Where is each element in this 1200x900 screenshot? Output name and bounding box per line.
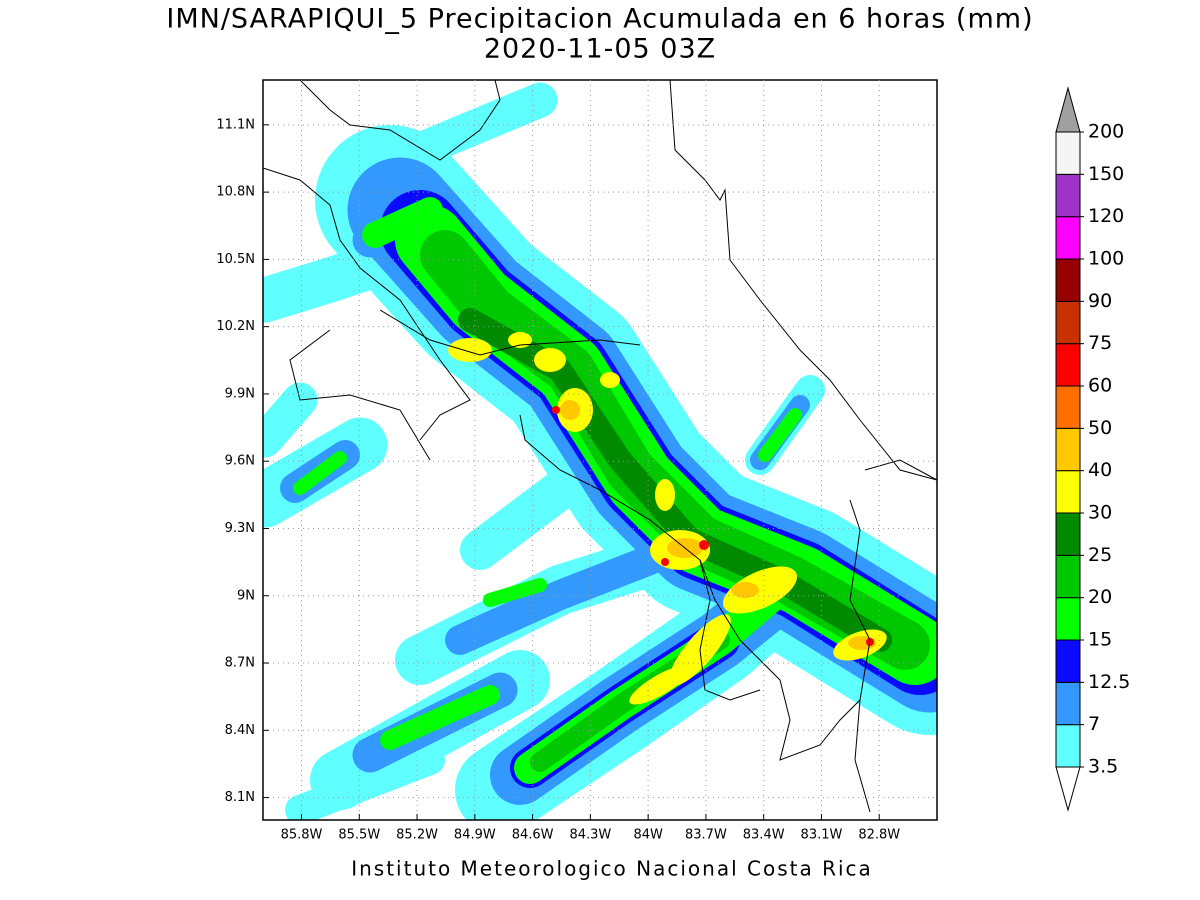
colorbar: 3.5 7 12.5 15 20 25 30 40 50 60 75 90 100 120 150 200 (1055, 86, 1130, 812)
precip-cell (534, 348, 566, 372)
colorbar-swatch (1055, 512, 1081, 556)
precip-band (380, 685, 500, 750)
colorbar-label: 15 (1088, 629, 1112, 651)
colorbar-label: 3.5 (1088, 756, 1118, 778)
colorbar-extension (1055, 766, 1081, 812)
precip-cell (731, 582, 759, 598)
x-tick-label: 83.4W (743, 828, 785, 843)
precip-band (483, 578, 547, 607)
x-tick-label: 83.7W (685, 828, 727, 843)
x-tick-label: 84W (633, 828, 663, 843)
colorbar-label: 20 (1088, 586, 1112, 608)
y-tick-label: 9N (237, 588, 255, 603)
precip-cell (661, 558, 669, 566)
colorbar-label: 150 (1088, 163, 1124, 185)
precip-cell (560, 400, 580, 420)
x-tick-label: 84.6W (512, 828, 554, 843)
y-tick-label: 10.2N (216, 319, 255, 334)
y-tick-label: 9.3N (225, 521, 255, 536)
colorbar-label: 12.5 (1088, 671, 1130, 693)
colorbar-swatch (1055, 470, 1081, 514)
precip-cell (600, 372, 620, 388)
precip-band (460, 470, 580, 570)
colorbar-swatch (1055, 597, 1081, 641)
colorbar-swatch (1055, 131, 1081, 175)
title: IMN/SARAPIQUI_5 Precipitacion Acumulada … (166, 4, 1033, 35)
colorbar-swatch (1055, 681, 1081, 726)
colorbar-label: 75 (1088, 332, 1112, 354)
colorbar-label: 7 (1088, 713, 1100, 735)
colorbar-swatch (1055, 300, 1081, 345)
x-tick-label: 84.9W (454, 828, 496, 843)
precip-band (293, 451, 347, 495)
precip-cell (448, 338, 492, 362)
map-frame (262, 79, 938, 821)
colorbar-label: 25 (1088, 544, 1112, 566)
y-tick-label: 11.1N (216, 117, 255, 132)
precip-cell (655, 479, 675, 511)
colorbar-swatch (1055, 173, 1081, 218)
colorbar-label: 30 (1088, 502, 1112, 524)
colorbar-swatch (1055, 385, 1081, 429)
colorbar-label: 40 (1088, 459, 1112, 481)
colorbar-label: 90 (1088, 290, 1112, 312)
precip-band (402, 82, 558, 168)
y-tick-label: 10.5N (216, 252, 255, 267)
y-tick-label: 8.4N (225, 723, 255, 738)
y-tick-label: 8.1N (225, 790, 255, 805)
colorbar-extension (1055, 86, 1081, 133)
subtitle: 2020-11-05 03Z (484, 34, 716, 65)
x-tick-label: 84.3W (569, 828, 611, 843)
colorbar-swatch (1055, 639, 1081, 683)
coastlines (263, 80, 937, 813)
y-tick-label: 10.8N (216, 185, 255, 200)
precip-band (285, 745, 445, 820)
precip-cell (722, 566, 798, 614)
x-tick-label: 83.1W (801, 828, 843, 843)
colorbar-swatch (1055, 554, 1081, 599)
precip-cell (552, 406, 560, 414)
colorbar-swatch (1055, 427, 1081, 472)
colorbar-label: 60 (1088, 375, 1112, 397)
x-tick-label: 82.8W (858, 828, 900, 843)
y-tick-label: 9.6N (225, 454, 255, 469)
precip-band (263, 382, 318, 458)
footer: Instituto Meteorologico Nacional Costa R… (351, 857, 873, 881)
colorbar-label: 100 (1088, 248, 1124, 270)
precip-band (362, 197, 443, 248)
colorbar-label: 200 (1088, 121, 1124, 143)
precip-cell (508, 332, 532, 348)
precip-field (263, 80, 937, 820)
y-tick-label: 8.7N (225, 656, 255, 671)
precip-cell (699, 540, 709, 550)
colorbar-swatch (1055, 216, 1081, 260)
colorbar-label: 50 (1088, 417, 1112, 439)
precip-cell (629, 665, 691, 705)
x-tick-label: 85.5W (338, 828, 380, 843)
colorbar-swatch (1055, 343, 1081, 387)
colorbar-swatch (1055, 258, 1081, 302)
axes: 85.8W 85.5W 85.2W 84.9W 84.6W 84.3W 84W 83.7W 83… (216, 80, 937, 843)
x-tick-label: 85.8W (281, 828, 323, 843)
colorbar-swatch (1055, 724, 1081, 768)
colorbar-label: 120 (1088, 205, 1124, 227)
x-tick-label: 85.2W (396, 828, 438, 843)
precip-band (445, 545, 665, 655)
y-tick-label: 9.9N (225, 386, 255, 401)
precip-band (758, 408, 802, 462)
